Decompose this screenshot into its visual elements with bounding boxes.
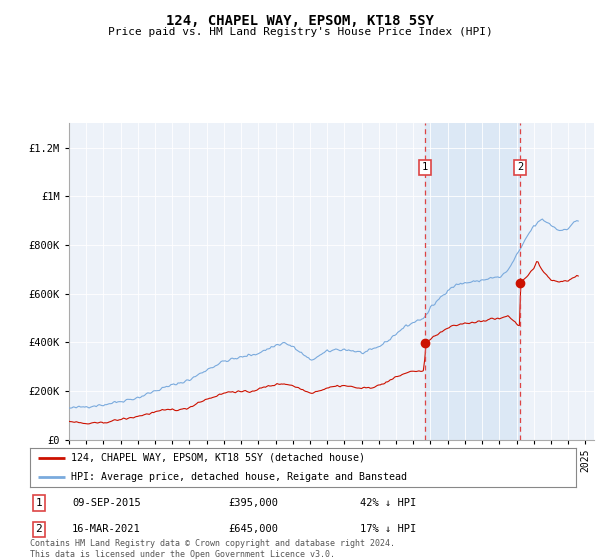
Text: 124, CHAPEL WAY, EPSOM, KT18 5SY (detached house): 124, CHAPEL WAY, EPSOM, KT18 5SY (detach…	[71, 453, 365, 463]
Text: 09-SEP-2015: 09-SEP-2015	[72, 498, 141, 508]
Text: 1: 1	[35, 498, 43, 508]
Text: 42% ↓ HPI: 42% ↓ HPI	[360, 498, 416, 508]
Text: 2: 2	[517, 162, 523, 172]
Text: 17% ↓ HPI: 17% ↓ HPI	[360, 525, 416, 534]
Text: 1: 1	[422, 162, 428, 172]
Text: 2: 2	[35, 525, 43, 534]
Text: Price paid vs. HM Land Registry's House Price Index (HPI): Price paid vs. HM Land Registry's House …	[107, 27, 493, 37]
Text: £395,000: £395,000	[228, 498, 278, 508]
Bar	[425, 123, 520, 440]
Text: 16-MAR-2021: 16-MAR-2021	[72, 525, 141, 534]
Text: HPI: Average price, detached house, Reigate and Banstead: HPI: Average price, detached house, Reig…	[71, 473, 407, 482]
Text: Contains HM Land Registry data © Crown copyright and database right 2024.
This d: Contains HM Land Registry data © Crown c…	[30, 539, 395, 559]
Text: 124, CHAPEL WAY, EPSOM, KT18 5SY: 124, CHAPEL WAY, EPSOM, KT18 5SY	[166, 14, 434, 28]
Text: £645,000: £645,000	[228, 525, 278, 534]
